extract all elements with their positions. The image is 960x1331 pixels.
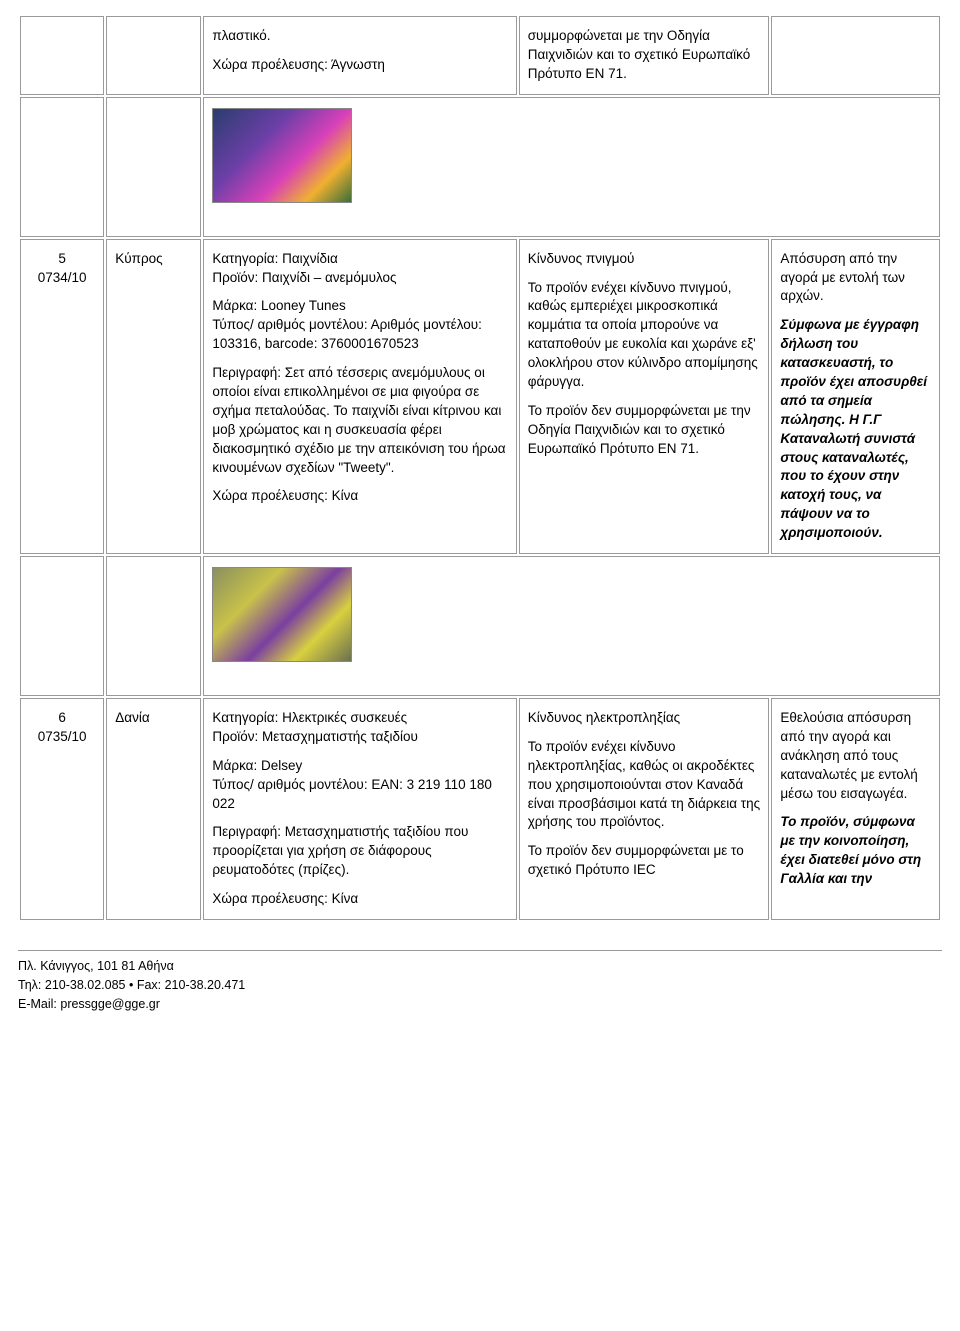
risk-title: Κίνδυνος ηλεκτροπληξίας: [528, 709, 761, 728]
country-name: Δανία: [115, 710, 149, 725]
product-image: [212, 567, 352, 662]
footer-address: Πλ. Κάνιγγος, 101 81 Αθήνα: [18, 957, 942, 976]
risk-text: συμμορφώνεται με την Οδηγία Παιχνιδιών κ…: [528, 27, 761, 84]
cell-index: [20, 16, 104, 95]
cell-action: Απόσυρση από την αγορά με εντολή των αρχ…: [771, 239, 940, 554]
desc-brand: Μάρκα: Delsey Τύπος/ αριθμός μοντέλου: E…: [212, 757, 507, 814]
risk-title: Κίνδυνος πνιγμού: [528, 250, 761, 269]
desc-category: Κατηγορία: Παιχνίδια Προϊόν: Παιχνίδι – …: [212, 250, 507, 288]
item-number: 6: [58, 710, 66, 725]
cell-country: Δανία: [106, 698, 201, 920]
desc-body: Περιγραφή: Σετ από τέσσερις ανεμόμυλους …: [212, 364, 507, 477]
cell-risk: Κίνδυνος ηλεκτροπληξίας Το προϊόν ενέχει…: [519, 698, 770, 920]
desc-body: Περιγραφή: Μετασχηματιστής ταξιδίου που …: [212, 823, 507, 880]
action-bold: Σύμφωνα με έγγραφη δήλωση του κατασκευασ…: [780, 316, 931, 543]
cell-risk: συμμορφώνεται με την Οδηγία Παιχνιδιών κ…: [519, 16, 770, 95]
cell-image: [203, 97, 940, 237]
cell-description: Κατηγορία: Ηλεκτρικές συσκευές Προϊόν: Μ…: [203, 698, 516, 920]
cell-index: [20, 97, 104, 237]
risk-body: Το προϊόν ενέχει κίνδυνο πνιγμού, καθώς …: [528, 279, 761, 392]
desc-origin: Χώρα προέλευσης: Κίνα: [212, 487, 507, 506]
cell-risk: Κίνδυνος πνιγμού Το προϊόν ενέχει κίνδυν…: [519, 239, 770, 554]
desc-category: Κατηγορία: Ηλεκτρικές συσκευές Προϊόν: Μ…: [212, 709, 507, 747]
table-row: 5 0734/10 Κύπρος Κατηγορία: Παιχνίδια Πρ…: [20, 239, 940, 554]
cell-description: πλαστικό. Χώρα προέλευσης: Άγνωστη: [203, 16, 516, 95]
action-text: Απόσυρση από την αγορά με εντολή των αρχ…: [780, 250, 931, 307]
desc-origin: Χώρα προέλευσης: Κίνα: [212, 890, 507, 909]
cell-country: Κύπρος: [106, 239, 201, 554]
desc-origin: Χώρα προέλευσης: Άγνωστη: [212, 56, 507, 75]
action-text: Εθελούσια απόσυρση από την αγορά και ανά…: [780, 709, 931, 803]
cell-action: [771, 16, 940, 95]
product-image: [212, 108, 352, 203]
cell-country: [106, 556, 201, 696]
action-bold: Το προϊόν, σύμφωνα με την κοινοποίηση, έ…: [780, 813, 931, 889]
risk-std: Το προϊόν δεν συμμορφώνεται με το σχετικ…: [528, 842, 761, 880]
risk-body: Το προϊόν ενέχει κίνδυνο ηλεκτροπληξίας,…: [528, 738, 761, 832]
country-name: Κύπρος: [115, 251, 162, 266]
cell-country: [106, 97, 201, 237]
desc-brand: Μάρκα: Looney Tunes Τύπος/ αριθμός μοντέ…: [212, 297, 507, 354]
desc-text: πλαστικό.: [212, 27, 507, 46]
page-footer: Πλ. Κάνιγγος, 101 81 Αθήνα Τηλ: 210-38.0…: [18, 950, 942, 1013]
item-ref: 0734/10: [38, 270, 87, 285]
cell-image: [203, 556, 940, 696]
footer-phone: Τηλ: 210-38.02.085 • Fax: 210-38.20.471: [18, 976, 942, 995]
footer-email: E-Mail: pressgge@gge.gr: [18, 995, 942, 1014]
cell-index: 6 0735/10: [20, 698, 104, 920]
rapex-table: πλαστικό. Χώρα προέλευσης: Άγνωστη συμμο…: [18, 14, 942, 922]
cell-description: Κατηγορία: Παιχνίδια Προϊόν: Παιχνίδι – …: [203, 239, 516, 554]
item-number: 5: [58, 251, 66, 266]
cell-action: Εθελούσια απόσυρση από την αγορά και ανά…: [771, 698, 940, 920]
table-row: πλαστικό. Χώρα προέλευσης: Άγνωστη συμμο…: [20, 16, 940, 95]
cell-country: [106, 16, 201, 95]
risk-std: Το προϊόν δεν συμμορφώνεται με την Οδηγί…: [528, 402, 761, 459]
table-row: [20, 97, 940, 237]
table-row: [20, 556, 940, 696]
table-row: 6 0735/10 Δανία Κατηγορία: Ηλεκτρικές συ…: [20, 698, 940, 920]
cell-index: [20, 556, 104, 696]
item-ref: 0735/10: [38, 729, 87, 744]
cell-index: 5 0734/10: [20, 239, 104, 554]
